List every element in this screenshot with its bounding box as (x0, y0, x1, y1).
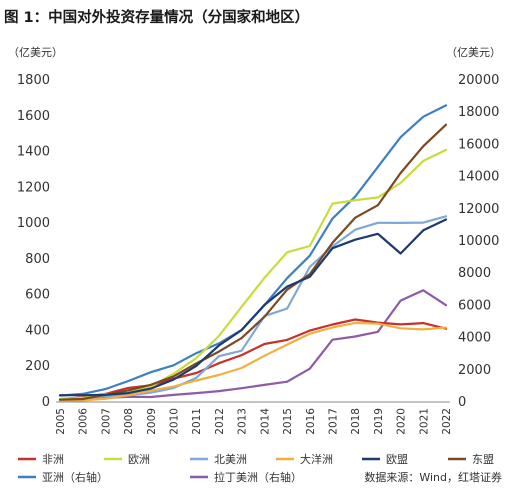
x-tick-label: 2005 (55, 408, 67, 435)
y-left-tick-label: 800 (25, 252, 50, 267)
x-tick-label: 2012 (214, 408, 226, 435)
y-left-tick-label: 600 (25, 288, 50, 303)
x-tick-label: 2013 (237, 408, 249, 435)
y-right-tick-label: 4000 (458, 331, 491, 346)
source-note: 数据来源：Wind，红塔证券 (364, 470, 502, 484)
legend-label-5: 东盟 (472, 453, 494, 466)
x-tick-label: 2014 (259, 408, 271, 435)
chart-title: 图 1：中国对外投资存量情况（分国家和地区） (4, 10, 310, 26)
series-line-4 (58, 218, 448, 397)
legend-label-6: 亚洲（右轴） (42, 470, 108, 484)
y-right-tick-label: 8000 (458, 266, 491, 281)
y-left-tick-label: 200 (25, 359, 50, 374)
y-right-tick-label: 18000 (458, 105, 499, 120)
series-line-5 (58, 123, 448, 401)
x-tick-label: 2020 (396, 408, 408, 435)
x-tick-label: 2008 (123, 408, 135, 435)
x-tick-label: 2016 (305, 408, 317, 435)
y-left-tick-label: 1800 (17, 73, 50, 88)
x-tick-label: 2007 (100, 408, 112, 435)
legend-label-4: 欧盟 (386, 453, 408, 466)
x-tick-label: 2018 (350, 408, 362, 435)
legend-label-2: 北美洲 (214, 453, 247, 466)
y-right-tick-label: 6000 (458, 298, 491, 313)
y-right-tick-label: 16000 (458, 137, 499, 152)
legend-label-1: 欧洲 (128, 453, 150, 466)
y-right-tick-label: 10000 (458, 234, 499, 249)
x-tick-label: 2017 (327, 408, 339, 435)
y-left-tick-label: 1400 (17, 145, 50, 160)
x-tick-label: 2019 (373, 408, 385, 435)
y-left-tick-label: 1600 (17, 109, 50, 124)
x-tick-label: 2021 (418, 408, 430, 435)
legend-label-3: 大洋洲 (300, 452, 333, 466)
x-tick-label: 2010 (169, 408, 181, 435)
x-tick-label: 2006 (78, 408, 90, 435)
series-line-6 (58, 104, 448, 397)
x-tick-label: 2022 (441, 408, 453, 435)
y-right-tick-label: 20000 (458, 73, 499, 88)
y-left-tick-label: 1000 (17, 216, 50, 231)
y-right-tick-label: 12000 (458, 202, 499, 217)
y-left-tick-label: 1200 (17, 180, 50, 195)
left-axis-unit: （亿美元） (8, 46, 63, 59)
x-tick-label: 2011 (191, 408, 203, 435)
y-left-tick-label: 0 (42, 395, 50, 410)
y-left-tick-label: 400 (25, 323, 50, 338)
legend-label-7: 拉丁美洲（右轴） (214, 470, 302, 484)
x-tick-label: 2009 (146, 408, 158, 435)
series-line-0 (58, 318, 448, 401)
x-tick-label: 2015 (282, 408, 294, 435)
legend-label-0: 非洲 (42, 453, 64, 466)
y-right-tick-label: 14000 (458, 170, 499, 185)
y-right-tick-label: 0 (458, 395, 466, 410)
series-line-3 (58, 321, 448, 402)
y-right-tick-label: 2000 (458, 363, 491, 378)
series-line-7 (58, 289, 448, 402)
right-axis-unit: （亿美元） (446, 46, 501, 59)
